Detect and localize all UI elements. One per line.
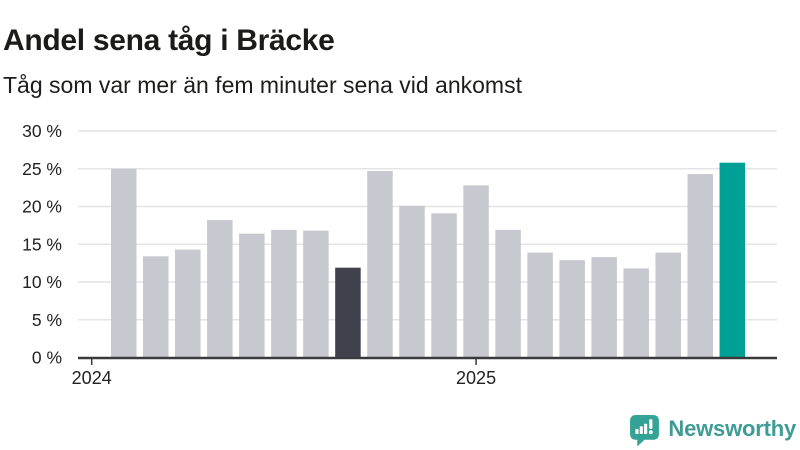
bar-nov-2024: [399, 205, 425, 358]
bar-jul-2025: [655, 252, 681, 358]
brand-name: Newsworthy: [668, 415, 796, 441]
logo-bar-1: [635, 428, 639, 434]
bar-sep-2025: [719, 162, 746, 358]
bar-mar-2025: [527, 252, 553, 358]
chart-title: Andel sena tåg i Bräcke: [3, 24, 335, 58]
y-tick-label-30: 30 %: [22, 121, 62, 141]
logo-exclamation-dot: [649, 430, 654, 435]
y-tick-label-5: 5 %: [32, 310, 62, 330]
bar-apr-2025: [559, 260, 585, 358]
bar-apr-2024: [175, 249, 201, 358]
bar-jun-2025: [623, 268, 649, 358]
bar-maj-2025: [591, 257, 617, 358]
bar-okt-2024: [367, 171, 393, 358]
bar-maj-2024: [207, 220, 233, 358]
bar-dec-2024: [431, 213, 457, 358]
bar-feb-2024: [110, 168, 137, 358]
y-tick-label-15: 15 %: [22, 234, 62, 254]
y-tick-label-25: 25 %: [22, 159, 62, 179]
x-tick-label-2025: 2025: [456, 368, 496, 388]
x-tick-label-2024: 2024: [72, 368, 112, 388]
y-tick-label-10: 10 %: [22, 272, 62, 292]
brand-footer: Newsworthy: [629, 414, 796, 447]
logo-bar-3: [644, 423, 648, 434]
bar-feb-2025: [495, 229, 521, 358]
bar-jan-2025: [463, 185, 489, 358]
logo-exclamation-stem: [649, 419, 653, 430]
bar-sep-2024: [335, 267, 361, 358]
bar-jul-2024: [271, 229, 297, 358]
y-tick-label-20: 20 %: [22, 197, 62, 217]
bar-aug-2025: [687, 174, 714, 358]
y-tick-label-0: 0 %: [32, 348, 62, 368]
bar-jun-2024: [239, 233, 265, 358]
chart-subtitle: Tåg som var mer än fem minuter sena vid …: [3, 72, 522, 98]
bar-mar-2024: [143, 256, 169, 358]
bar-aug-2024: [303, 230, 329, 358]
newsworthy-logo-icon: [630, 415, 660, 447]
logo-bar-2: [640, 426, 644, 434]
